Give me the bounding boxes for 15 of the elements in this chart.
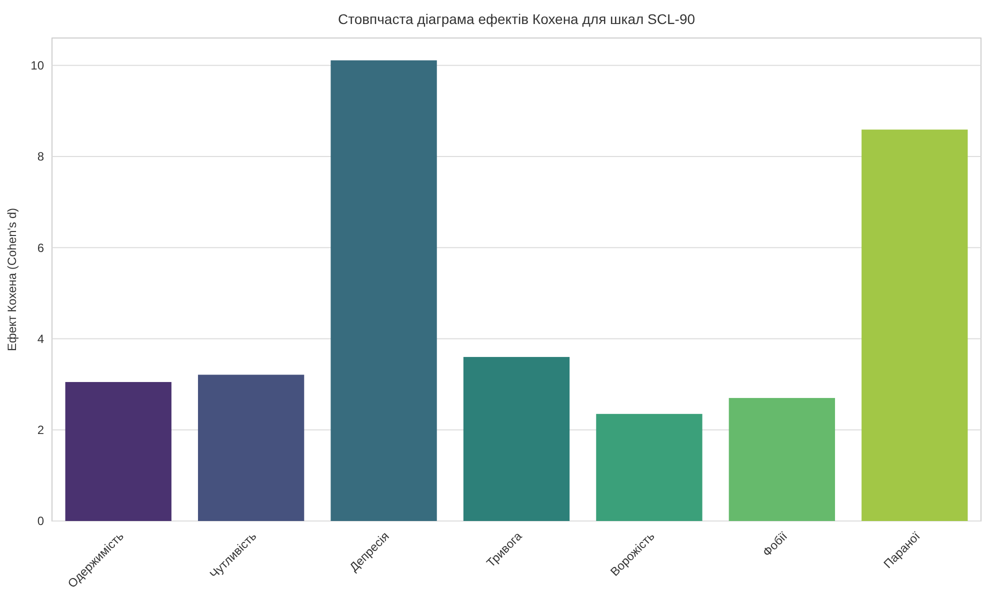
y-tick-label: 8 xyxy=(37,150,44,164)
bar xyxy=(728,398,836,521)
y-axis-title: Ефект Кохена (Cohen's d) xyxy=(5,208,19,352)
y-tick-label: 4 xyxy=(37,332,44,346)
bar xyxy=(596,414,702,521)
chart-title: Стовпчаста діаграма ефектів Кохена для шкал SCL-90 xyxy=(338,11,696,27)
bar xyxy=(862,130,968,521)
bar xyxy=(330,60,437,521)
bar xyxy=(198,374,304,521)
y-tick-label: 6 xyxy=(37,240,44,255)
y-tick-label: 0 xyxy=(37,514,44,528)
y-tick-label: 2 xyxy=(37,423,44,438)
y-tick-label: 10 xyxy=(30,58,44,73)
bar xyxy=(65,382,172,521)
bar xyxy=(463,356,570,521)
